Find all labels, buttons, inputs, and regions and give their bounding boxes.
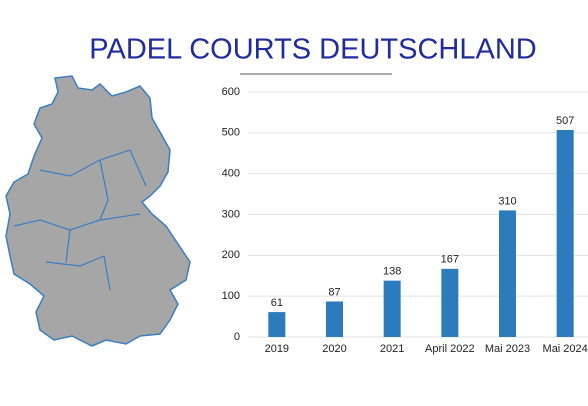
y-tick-label: 0 [234,331,240,343]
value-label: 507 [556,115,574,127]
value-label: 87 [328,286,340,298]
x-tick-label: 2019 [265,343,289,355]
bar [556,129,574,337]
y-tick-label: 200 [222,249,240,261]
value-label: 310 [498,195,516,207]
bar [268,312,286,337]
bar [326,301,343,337]
y-tick-label: 100 [222,290,240,302]
y-tick-label: 500 [222,127,240,139]
chart-title: PADEL COURTS DEUTSCHLAND [89,34,536,66]
x-tick-label: Mai 2024 [543,343,588,355]
bar [441,268,459,337]
germany-map [5,75,191,347]
x-tick-label: April 2022 [425,343,475,355]
y-tick-label: 400 [222,168,240,180]
bar [383,280,401,337]
value-label: 167 [441,254,459,266]
y-tick-label: 300 [222,208,240,220]
value-label: 138 [383,266,401,278]
x-tick-label: 2021 [380,343,404,355]
value-label: 61 [271,297,283,309]
bar [499,210,516,337]
x-tick-label: Mai 2023 [485,343,530,355]
x-tick-label: 2020 [322,343,346,355]
y-tick-label: 600 [222,86,240,98]
